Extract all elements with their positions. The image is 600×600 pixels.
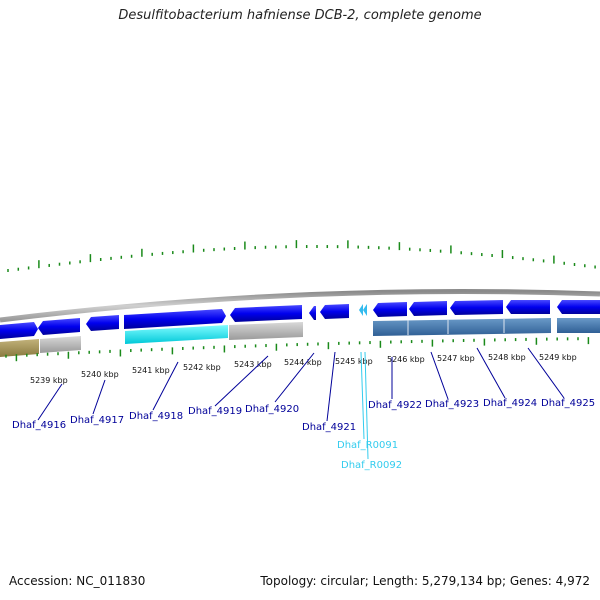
scale-label: 5244 kbp xyxy=(284,358,322,367)
gene-arrow[interactable] xyxy=(450,300,503,315)
scale-label: 5248 kbp xyxy=(488,353,526,362)
scale-label: 5243 kbp xyxy=(234,360,272,369)
gene-label[interactable]: Dhaf_4921 xyxy=(302,422,356,433)
gene-label[interactable]: Dhaf_4920 xyxy=(245,404,299,415)
category-track xyxy=(0,318,600,357)
gene-label[interactable]: Dhaf_4922 xyxy=(368,400,422,411)
category-block xyxy=(229,322,303,340)
gene-label-links xyxy=(37,347,565,460)
gene-link-line xyxy=(92,379,106,415)
genome-backbone xyxy=(0,288,600,323)
scale-label: 5241 kbp xyxy=(132,366,170,375)
accession-label: Accession: NC_011830 xyxy=(9,574,146,588)
gene-arrow[interactable] xyxy=(320,304,349,319)
gene-arrow[interactable] xyxy=(124,309,226,329)
gc-content-track xyxy=(7,240,596,273)
scale-label: 5247 kbp xyxy=(437,354,475,363)
gene-arrow[interactable] xyxy=(557,300,600,314)
gene-link-line xyxy=(214,355,269,407)
gene-link-line xyxy=(360,351,365,440)
category-block xyxy=(557,318,600,333)
scale-ticks xyxy=(5,337,590,362)
gene-link-line xyxy=(476,347,506,399)
gene-labels: Dhaf_4916 Dhaf_4917 Dhaf_4918 Dhaf_4919 Dhaf… xyxy=(12,398,595,471)
gene-arrow[interactable] xyxy=(0,322,38,339)
scale-labels: 5239 kbp 5240 kbp 5241 kbp 5242 kbp 5243 kbp… xyxy=(30,353,577,385)
gene-link-line xyxy=(430,351,449,400)
gene-label[interactable]: Dhaf_4918 xyxy=(129,411,183,422)
category-block xyxy=(0,339,39,357)
gene-label[interactable]: Dhaf_4925 xyxy=(541,398,595,409)
map-title: Desulfitobacterium hafniense DCB-2, comp… xyxy=(118,8,482,23)
rna-arrow[interactable] xyxy=(359,304,363,316)
genome-stats: Topology: circular; Length: 5,279,134 bp… xyxy=(260,574,590,588)
scale-label: 5245 kbp xyxy=(335,357,373,366)
gene-label[interactable]: Dhaf_4924 xyxy=(483,398,537,409)
gene-arrow[interactable] xyxy=(309,306,316,320)
gene-label[interactable]: Dhaf_R0091 xyxy=(337,440,398,451)
gene-arrow[interactable] xyxy=(230,305,302,322)
gene-link-line xyxy=(364,351,369,460)
gene-link-line xyxy=(274,352,315,403)
forward-gene-track xyxy=(0,300,600,339)
gene-link-line xyxy=(326,351,336,422)
gene-label[interactable]: Dhaf_4916 xyxy=(12,420,66,431)
scale-label: 5240 kbp xyxy=(81,370,119,379)
gene-link-line xyxy=(152,361,179,411)
gene-arrow[interactable] xyxy=(409,301,447,316)
scale-label: 5249 kbp xyxy=(539,353,577,362)
gene-arrow[interactable] xyxy=(38,318,80,335)
gene-arrow[interactable] xyxy=(506,300,550,314)
gene-label[interactable]: Dhaf_4917 xyxy=(70,415,124,426)
gene-label[interactable]: Dhaf_4919 xyxy=(188,406,242,417)
gene-arrow[interactable] xyxy=(373,302,407,317)
gene-label[interactable]: Dhaf_R0092 xyxy=(341,460,402,471)
gene-arrow[interactable] xyxy=(86,315,119,331)
scale-label: 5242 kbp xyxy=(183,363,221,372)
gene-link-line xyxy=(37,383,63,421)
scale-label: 5246 kbp xyxy=(387,355,425,364)
category-block xyxy=(373,318,551,336)
gene-link-line xyxy=(527,347,565,399)
gene-label[interactable]: Dhaf_4923 xyxy=(425,399,479,410)
scale-label: 5239 kbp xyxy=(30,376,68,385)
rna-arrow[interactable] xyxy=(363,304,367,316)
category-block xyxy=(40,336,81,353)
category-block xyxy=(125,325,228,344)
